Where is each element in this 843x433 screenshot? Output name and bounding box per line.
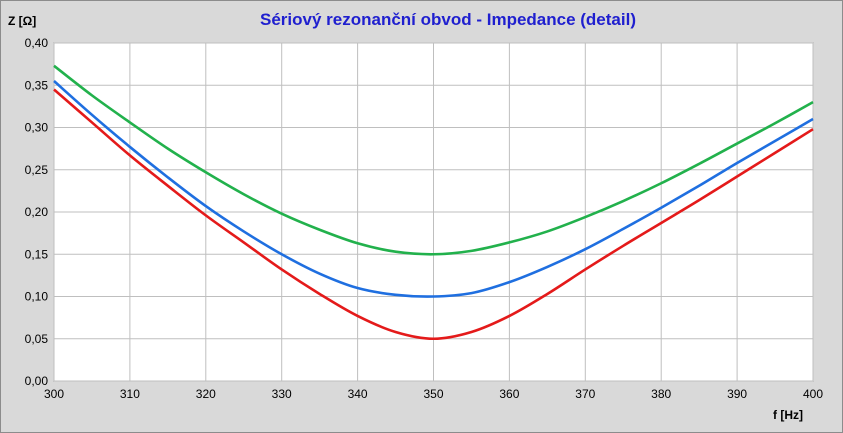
y-tick-label: 0,20 xyxy=(25,205,49,219)
x-tick-label: 400 xyxy=(803,387,823,401)
x-tick-label: 310 xyxy=(120,387,140,401)
x-tick-label: 390 xyxy=(727,387,747,401)
series-line-3 xyxy=(53,88,814,341)
y-tick-label: 0,10 xyxy=(25,290,49,304)
y-tick-label: 0,00 xyxy=(25,374,49,388)
tick-labels: 300 310 320 330 340 350 360 370 380 390 400 0,00 0,0… xyxy=(25,36,824,401)
series-layer xyxy=(53,64,814,341)
x-tick-label: 350 xyxy=(423,387,443,401)
chart-title: Sériový rezonanční obvod - Impedance (de… xyxy=(260,10,636,29)
y-tick-label: 0,30 xyxy=(25,121,49,135)
x-axis-label: f [Hz] xyxy=(773,408,803,422)
y-tick-label: 0,05 xyxy=(25,332,49,346)
x-tick-label: 330 xyxy=(272,387,292,401)
series-line-2 xyxy=(53,80,814,298)
y-axis-label: Z [Ω] xyxy=(8,14,36,28)
x-tick-label: 300 xyxy=(44,387,64,401)
x-tick-label: 320 xyxy=(196,387,216,401)
y-tick-label: 0,35 xyxy=(25,78,49,92)
x-tick-label: 370 xyxy=(575,387,595,401)
y-tick-label: 0,25 xyxy=(25,163,49,177)
x-tick-label: 360 xyxy=(499,387,519,401)
y-tick-label: 0,15 xyxy=(25,247,49,261)
x-tick-label: 380 xyxy=(651,387,671,401)
series-line-1 xyxy=(53,64,814,256)
grid-lines xyxy=(53,42,814,382)
x-tick-label: 340 xyxy=(348,387,368,401)
y-tick-label: 0,40 xyxy=(25,36,49,50)
